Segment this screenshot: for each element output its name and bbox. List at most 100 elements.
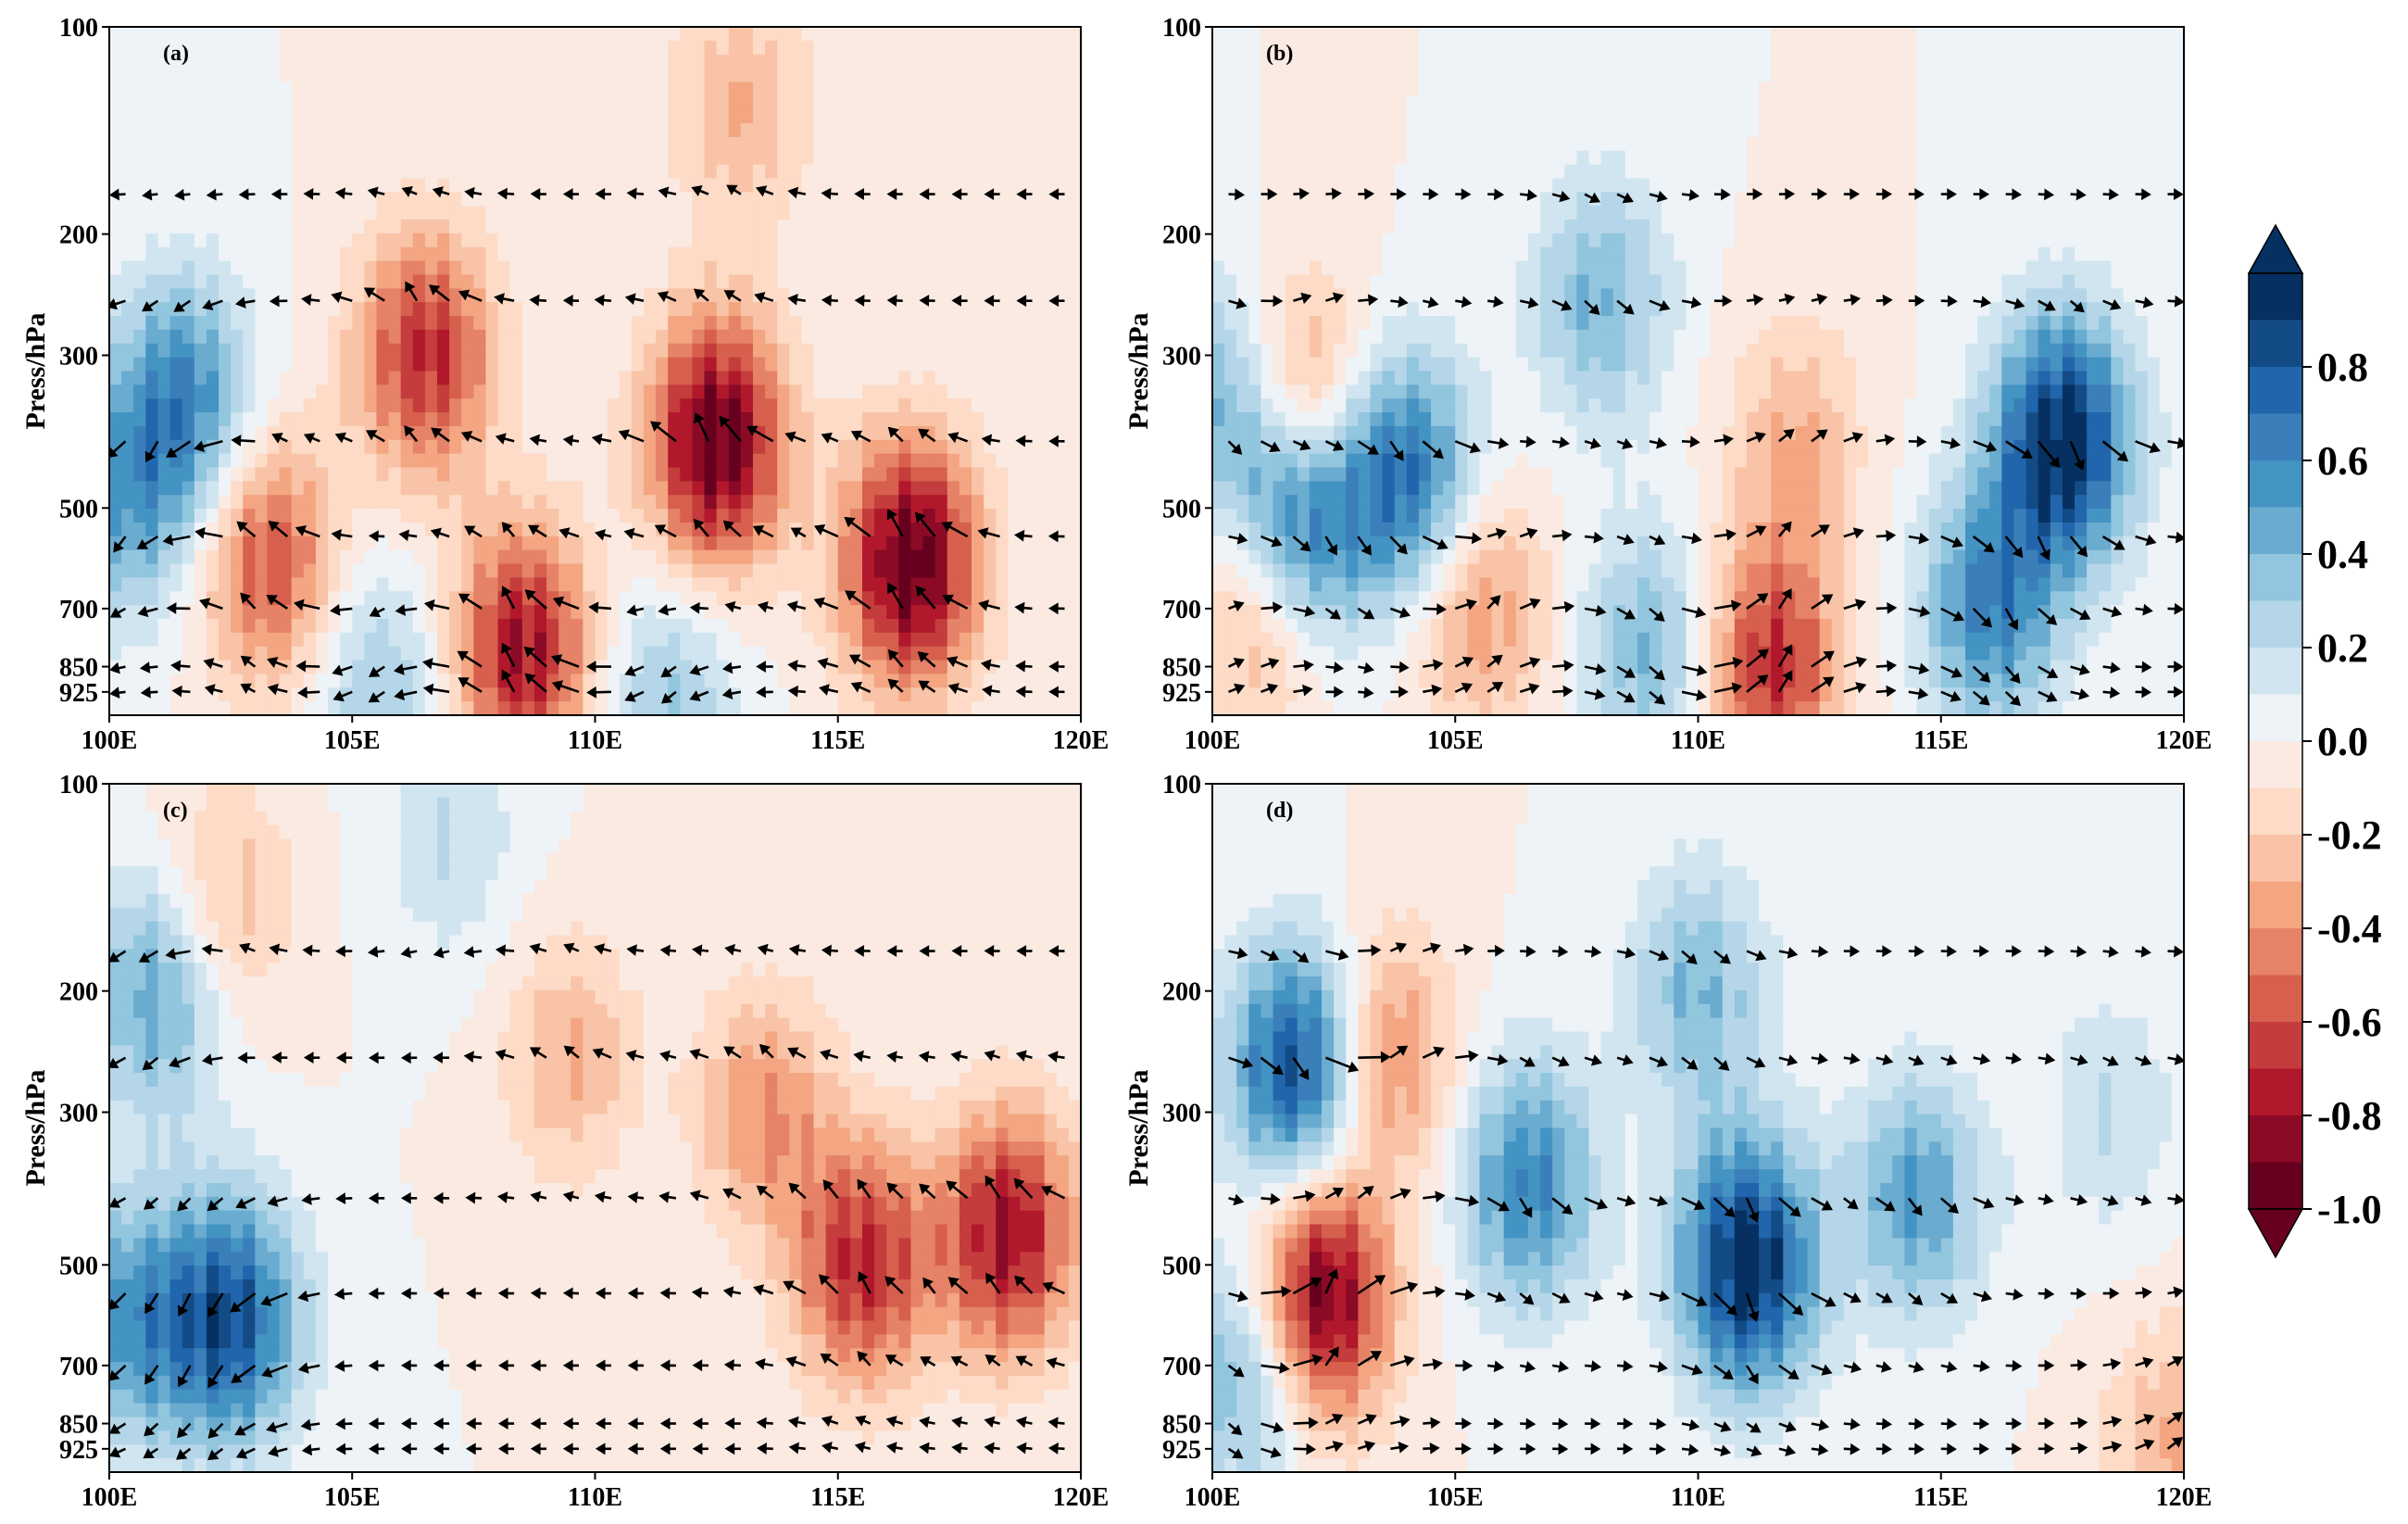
field-cell bbox=[352, 674, 365, 688]
field-cell bbox=[243, 412, 256, 427]
field-cell bbox=[412, 357, 426, 372]
field-cell bbox=[546, 632, 559, 648]
field-cell bbox=[898, 206, 912, 220]
field-cell bbox=[461, 549, 474, 565]
field-cell bbox=[643, 123, 657, 138]
field-cell bbox=[947, 260, 960, 276]
wind-vector bbox=[689, 601, 709, 614]
wind-vector bbox=[422, 683, 450, 696]
field-cell bbox=[789, 82, 803, 96]
field-cell bbox=[231, 660, 244, 675]
field-cell bbox=[243, 178, 256, 193]
field-cell bbox=[243, 384, 256, 399]
field-cell bbox=[1977, 54, 1990, 69]
field-cell bbox=[400, 316, 414, 331]
field-cell bbox=[704, 687, 718, 702]
field-cell bbox=[861, 453, 875, 469]
field-cell bbox=[1008, 206, 1022, 220]
field-cell bbox=[789, 274, 803, 289]
field-cell bbox=[352, 123, 365, 138]
field-cell bbox=[1068, 535, 1081, 551]
field-cell bbox=[157, 646, 171, 661]
field-cell bbox=[910, 495, 924, 510]
field-cell bbox=[424, 54, 438, 69]
field-cell bbox=[1600, 136, 1614, 152]
field-cell bbox=[692, 371, 706, 385]
field-cell bbox=[388, 701, 402, 715]
field-cell bbox=[922, 481, 936, 496]
field-cell bbox=[813, 68, 827, 83]
field-cell bbox=[947, 632, 960, 648]
field-cell bbox=[752, 549, 766, 565]
field-cell bbox=[1382, 68, 1396, 83]
field-cell bbox=[959, 646, 972, 661]
field-cell bbox=[255, 233, 269, 248]
field-cell bbox=[886, 27, 899, 42]
field-cell bbox=[910, 687, 924, 702]
field-cell bbox=[607, 481, 621, 496]
field-cell bbox=[315, 40, 329, 56]
field-cell bbox=[109, 68, 122, 83]
field-cell bbox=[947, 246, 960, 262]
field-cell bbox=[1068, 302, 1081, 317]
field-cell bbox=[303, 632, 317, 648]
field-cell bbox=[583, 398, 596, 413]
field-cell bbox=[1020, 95, 1034, 110]
field-cell bbox=[777, 68, 790, 83]
field-cell bbox=[109, 95, 122, 110]
field-cell bbox=[643, 206, 657, 220]
field-cell bbox=[971, 605, 985, 620]
field-cell bbox=[145, 82, 159, 96]
field-cell bbox=[849, 82, 863, 96]
field-cell bbox=[2123, 27, 2137, 42]
field-cell bbox=[692, 646, 706, 661]
field-cell bbox=[1032, 82, 1046, 96]
field-cell bbox=[1322, 54, 1335, 69]
field-cell bbox=[121, 535, 134, 551]
field-cell bbox=[485, 687, 499, 702]
field-cell bbox=[984, 40, 997, 56]
field-cell bbox=[595, 316, 608, 331]
field-cell bbox=[1686, 109, 1699, 124]
field-cell bbox=[922, 95, 936, 110]
field-cell bbox=[728, 495, 742, 510]
field-cell bbox=[2111, 109, 2125, 124]
field-cell bbox=[461, 398, 474, 413]
field-cell bbox=[813, 674, 827, 688]
field-cell bbox=[473, 371, 487, 385]
field-cell bbox=[861, 206, 875, 220]
field-cell bbox=[255, 674, 269, 688]
field-cell bbox=[182, 82, 195, 96]
wind-vector bbox=[947, 432, 969, 444]
wind-vector bbox=[496, 187, 515, 200]
field-cell bbox=[194, 357, 207, 372]
field-cell bbox=[996, 95, 1009, 110]
field-cell bbox=[777, 549, 790, 565]
field-cell bbox=[1248, 40, 1262, 56]
field-cell bbox=[364, 577, 378, 592]
field-cell bbox=[619, 109, 633, 124]
field-cell bbox=[910, 136, 924, 152]
field-cell bbox=[243, 467, 256, 482]
field-cell bbox=[182, 150, 195, 166]
field-cell bbox=[2074, 123, 2088, 138]
field-cell bbox=[243, 371, 256, 385]
field-cell bbox=[533, 453, 547, 469]
field-cell bbox=[1056, 288, 1070, 303]
field-cell bbox=[255, 605, 269, 620]
field-cell bbox=[1020, 233, 1034, 248]
field-cell bbox=[692, 398, 706, 413]
field-cell bbox=[922, 563, 936, 578]
field-cell bbox=[607, 178, 621, 193]
field-cell bbox=[2123, 109, 2137, 124]
field-cell bbox=[595, 646, 608, 661]
field-cell bbox=[619, 82, 633, 96]
field-cell bbox=[533, 27, 547, 42]
field-cell bbox=[752, 495, 766, 510]
field-cell bbox=[752, 123, 766, 138]
field-cell bbox=[619, 54, 633, 69]
field-cell bbox=[668, 329, 681, 345]
field-cell bbox=[813, 509, 827, 523]
field-cell bbox=[801, 495, 815, 510]
field-cell bbox=[473, 384, 487, 399]
